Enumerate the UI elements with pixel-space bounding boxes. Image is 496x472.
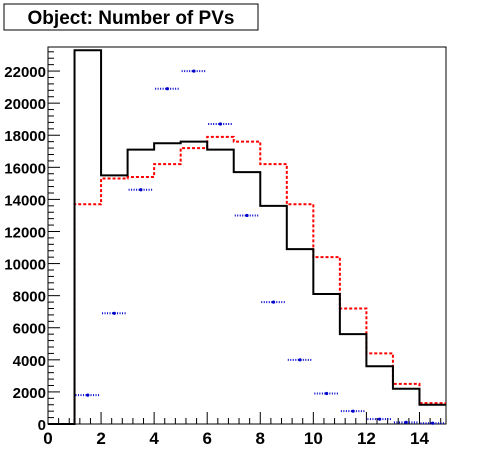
plot-frame xyxy=(47,46,447,425)
blue-bin-point xyxy=(192,69,196,73)
x-tick-label: 0 xyxy=(43,429,52,448)
y-tick-label: 12000 xyxy=(4,224,46,241)
y-tick-label: 16000 xyxy=(4,160,46,177)
blue-bin-point xyxy=(351,409,355,413)
series-red-dashed xyxy=(48,135,446,425)
x-tick-label: 2 xyxy=(96,429,105,448)
y-tick-label: 8000 xyxy=(13,289,46,306)
blue-bin-point xyxy=(139,188,143,192)
y-tick-label: 14000 xyxy=(4,192,46,209)
x-tick-label: 12 xyxy=(357,429,376,448)
series-black-solid xyxy=(48,49,446,425)
blue-bin-point xyxy=(271,300,276,304)
blue-bin-point xyxy=(165,87,169,91)
y-tick-label: 18000 xyxy=(4,128,46,145)
blue-bin-point xyxy=(112,311,116,315)
blue-bin-point xyxy=(86,393,90,397)
y-tick-label: 2000 xyxy=(13,385,46,402)
blue-bin-point xyxy=(245,213,249,218)
x-tick-label: 6 xyxy=(202,429,211,448)
y-tick-label: 0 xyxy=(38,417,46,434)
blue-bin-point xyxy=(325,391,329,396)
y-tick-label: 22000 xyxy=(4,64,46,81)
blue-bin-point xyxy=(298,358,302,362)
blue-bin-point xyxy=(378,417,382,421)
x-tick-label: 8 xyxy=(256,429,265,448)
y-tick-label: 20000 xyxy=(4,96,46,113)
plot-area: 0 2000 4000 6000 8000 10000 12000 14000 16000 180… xyxy=(4,46,447,448)
title-box xyxy=(3,3,259,31)
y-tick-label: 10000 xyxy=(4,257,46,274)
x-tick-label: 4 xyxy=(149,429,159,448)
blue-bin-point xyxy=(404,420,408,424)
blue-bin-point xyxy=(218,122,223,126)
x-tick-label: 14 xyxy=(410,429,429,448)
chart-title: Object: Number of PVs xyxy=(28,8,235,29)
blue-bin-point xyxy=(431,421,435,425)
x-tick-label: 10 xyxy=(304,429,323,448)
y-tick-label: 6000 xyxy=(13,321,46,338)
y-tick-label: 4000 xyxy=(13,353,46,370)
